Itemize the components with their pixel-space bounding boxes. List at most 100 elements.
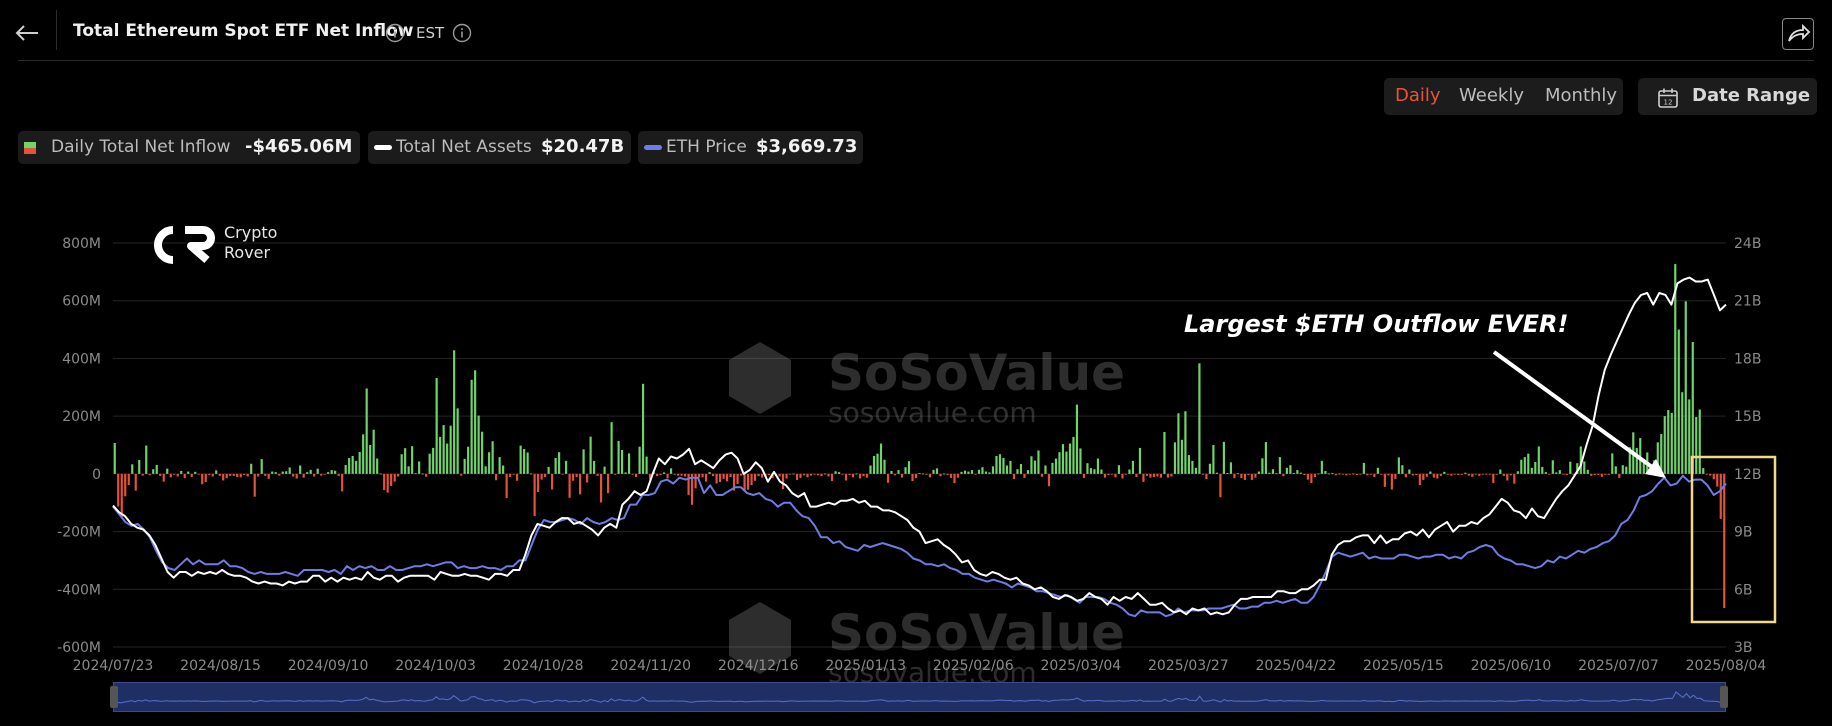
net-inflow-bar[interactable] [1404,473,1407,478]
range-navigator[interactable] [113,682,1726,712]
net-inflow-bar[interactable] [666,473,669,479]
net-inflow-bar[interactable] [1303,473,1306,476]
net-inflow-bar[interactable] [236,473,239,478]
net-inflow-bar[interactable] [127,473,130,486]
net-inflow-bar[interactable] [1296,470,1299,474]
net-inflow-bar[interactable] [187,471,190,474]
net-inflow-bar[interactable] [844,473,848,481]
net-inflow-bar[interactable] [117,473,120,507]
net-inflow-bar[interactable] [739,473,743,476]
net-inflow-bar[interactable] [509,473,512,478]
net-inflow-bar[interactable] [1338,473,1341,475]
net-inflow-bar[interactable] [995,455,998,474]
net-inflow-bar[interactable] [1352,473,1355,475]
net-inflow-bar[interactable] [1415,473,1418,476]
net-inflow-bar[interactable] [603,466,606,474]
net-inflow-bar[interactable] [1331,472,1334,474]
net-inflow-bar[interactable] [407,466,410,474]
net-inflow-bar[interactable] [1317,473,1320,475]
net-inflow-bar[interactable] [540,473,543,480]
net-inflow-bar[interactable] [1065,451,1068,474]
net-inflow-bar[interactable] [1026,470,1030,474]
net-inflow-bar[interactable] [561,473,564,475]
net-inflow-bar[interactable] [1705,473,1708,475]
net-inflow-bar[interactable] [281,471,284,474]
net-inflow-bar[interactable] [876,453,879,474]
net-inflow-bar[interactable] [344,464,347,474]
navigator-right-handle[interactable] [1720,686,1728,708]
net-inflow-bar[interactable] [767,473,771,476]
net-inflow-bar[interactable] [638,446,641,474]
net-inflow-bar[interactable] [271,471,274,474]
net-inflow-bar[interactable] [610,422,613,474]
net-inflow-bar[interactable] [1590,473,1593,476]
net-inflow-bar[interactable] [732,473,736,491]
net-inflow-bar[interactable] [1016,469,1019,474]
net-inflow-bar[interactable] [1635,447,1638,474]
net-inflow-bar[interactable] [421,473,424,475]
net-inflow-bar[interactable] [1177,413,1180,474]
net-inflow-bar[interactable] [673,473,676,475]
net-inflow-bar[interactable] [1390,473,1393,490]
net-inflow-bar[interactable] [442,425,445,474]
net-inflow-bar[interactable] [697,473,701,478]
net-inflow-bar[interactable] [1471,473,1474,477]
net-inflow-bar[interactable] [953,473,956,484]
net-inflow-bar[interactable] [162,473,165,482]
net-inflow-bar[interactable] [358,451,361,474]
net-inflow-bar[interactable] [488,452,491,474]
net-inflow-bar[interactable] [1184,411,1187,474]
net-inflow-bar[interactable] [1670,412,1673,474]
net-inflow-bar[interactable] [809,473,813,476]
net-inflow-bar[interactable] [715,473,718,484]
net-inflow-bar[interactable] [1152,473,1156,478]
net-inflow-bar[interactable] [1586,469,1589,474]
net-inflow-bar[interactable] [607,473,610,494]
net-inflow-bar[interactable] [1541,466,1544,474]
net-inflow-bar[interactable] [1278,457,1281,474]
net-inflow-bar[interactable] [1576,463,1579,474]
net-inflow-bar[interactable] [960,471,963,474]
period-daily[interactable]: Daily [1395,85,1441,106]
net-inflow-bar[interactable] [1250,473,1253,480]
net-inflow-bar[interactable] [977,469,981,474]
net-inflow-bar[interactable] [781,473,785,490]
net-inflow-bar[interactable] [194,471,197,474]
net-inflow-bar[interactable] [704,473,708,482]
net-inflow-bar[interactable] [914,473,918,479]
net-inflow-bar[interactable] [1096,458,1100,474]
net-inflow-bar[interactable] [218,473,221,476]
net-inflow-bar[interactable] [967,471,970,474]
net-inflow-bar[interactable] [295,473,298,479]
net-inflow-bar[interactable] [288,467,291,474]
net-inflow-bar[interactable] [1502,473,1505,476]
net-inflow-bar[interactable] [680,473,683,476]
net-inflow-bar[interactable] [1033,460,1037,474]
net-inflow-bar[interactable] [201,473,204,485]
net-inflow-bar[interactable] [1068,443,1072,474]
net-inflow-bar[interactable] [323,473,326,475]
net-inflow-bar[interactable] [320,473,323,476]
net-inflow-bar[interactable] [624,472,627,474]
net-inflow-bar[interactable] [1348,473,1351,475]
net-inflow-bar[interactable] [970,470,974,474]
net-inflow-bar[interactable] [1005,465,1009,474]
net-inflow-bar[interactable] [865,473,869,478]
net-inflow-bar[interactable] [565,460,568,474]
net-inflow-bar[interactable] [883,459,886,474]
net-inflow-bar[interactable] [690,473,694,505]
net-inflow-bar[interactable] [481,431,484,474]
net-inflow-bar[interactable] [904,467,907,474]
net-inflow-bar[interactable] [1656,442,1659,474]
net-inflow-bar[interactable] [1163,432,1166,474]
net-inflow-bar[interactable] [1621,465,1624,474]
net-inflow-bar[interactable] [1492,473,1495,484]
net-inflow-bar[interactable] [432,447,435,474]
net-inflow-bar[interactable] [246,473,249,477]
net-inflow-bar[interactable] [463,458,466,474]
net-inflow-bar[interactable] [484,466,487,474]
net-inflow-bar[interactable] [1219,473,1222,498]
net-inflow-bar[interactable] [582,449,585,474]
net-inflow-bar[interactable] [1264,442,1267,474]
